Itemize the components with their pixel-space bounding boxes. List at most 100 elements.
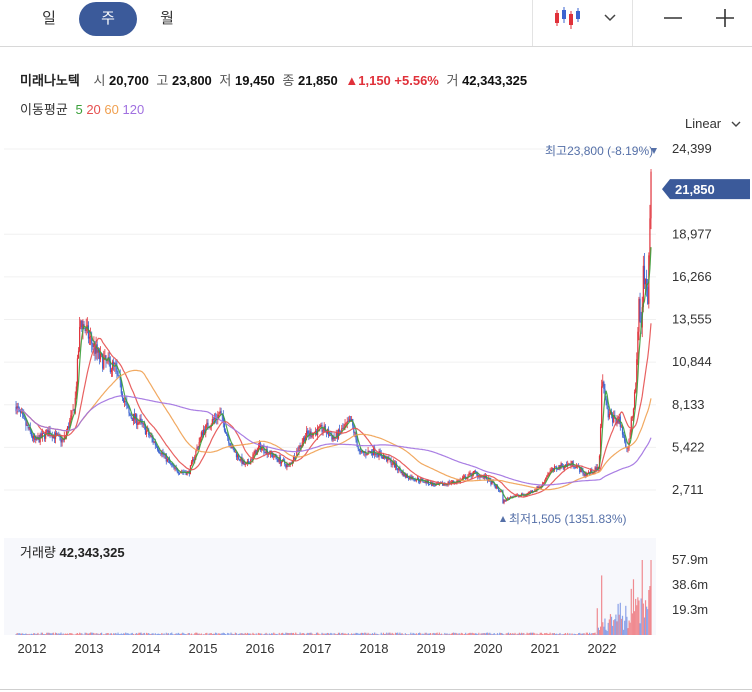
candle-body xyxy=(155,445,158,447)
candle-body xyxy=(466,478,468,480)
ma-20[interactable]: 20 xyxy=(86,102,101,117)
candle-body xyxy=(215,418,217,420)
candle-body xyxy=(170,462,172,464)
ma-5[interactable]: 5 xyxy=(75,102,83,117)
candle-body xyxy=(313,432,315,434)
chart-type-button[interactable] xyxy=(545,0,589,36)
volume-bar xyxy=(640,598,642,635)
ma-120[interactable]: 120 xyxy=(122,102,145,117)
volume-bar xyxy=(597,627,599,635)
volume-bar xyxy=(495,634,497,635)
y-tick-label: 13,555 xyxy=(672,312,712,327)
volume-bar xyxy=(406,634,409,635)
tab-monthly[interactable]: 월 xyxy=(160,10,174,27)
chart-type-dropdown[interactable] xyxy=(596,0,624,36)
volume-bar xyxy=(503,634,505,635)
volume-bar xyxy=(491,634,493,635)
ma-60[interactable]: 60 xyxy=(104,102,119,117)
price-chart[interactable]: 24,399 18,977 16,266 13,555 10,844 8,133 5,422… xyxy=(0,130,752,660)
volume-bar xyxy=(57,633,59,635)
candle-body xyxy=(387,456,389,462)
candle-body xyxy=(408,477,410,480)
volume-bar xyxy=(103,634,105,635)
volume-bar xyxy=(302,633,304,635)
volume-bar xyxy=(247,633,250,635)
volume-bar xyxy=(358,633,360,635)
candle-body xyxy=(293,455,296,459)
volume-bar xyxy=(522,633,524,635)
volume-bar xyxy=(580,633,582,635)
volume-bar xyxy=(37,632,39,635)
candle-body xyxy=(90,336,92,338)
volume-bar xyxy=(457,634,459,635)
candle-body xyxy=(371,452,374,455)
candle-body xyxy=(424,480,426,483)
zoom-in-button[interactable] xyxy=(707,0,743,36)
volume-bar xyxy=(336,634,338,635)
candle-body xyxy=(393,461,395,468)
volume-bar xyxy=(585,632,587,635)
candle-body xyxy=(470,473,472,477)
tab-daily[interactable]: 일 xyxy=(42,10,56,27)
candle-body xyxy=(474,471,477,473)
volume-bar xyxy=(423,634,425,635)
candle-body xyxy=(91,336,93,344)
volume-bar xyxy=(357,633,359,635)
volume-bar xyxy=(142,633,144,635)
volume-bar xyxy=(126,633,128,635)
volume-bar xyxy=(619,602,621,635)
candle-body xyxy=(527,493,529,495)
y-tick-label: 5,422 xyxy=(672,439,705,454)
scale-dropdown[interactable]: Linear xyxy=(685,116,741,131)
candle-body xyxy=(505,498,507,502)
volume-bar xyxy=(258,633,261,635)
candle-body xyxy=(79,326,81,351)
close-value: 21,850 xyxy=(297,73,338,88)
candle-body xyxy=(549,471,551,474)
zoom-out-button[interactable] xyxy=(655,0,691,36)
volume-bar xyxy=(69,633,71,635)
x-tick-label: 2012 xyxy=(18,641,47,656)
volume-bar xyxy=(377,634,379,635)
volume-bar xyxy=(306,633,308,635)
volume-bar xyxy=(150,634,152,635)
volume-bar xyxy=(483,633,485,635)
candle-body xyxy=(507,498,510,500)
low-marker-icon xyxy=(500,516,506,522)
candle-body xyxy=(206,422,208,425)
volume-bar xyxy=(637,597,639,635)
volume-bar xyxy=(219,633,221,635)
candle-body xyxy=(333,437,335,439)
volume-bar xyxy=(323,633,325,635)
volume-bar xyxy=(490,633,492,635)
volume-bar xyxy=(313,634,315,635)
candle-body xyxy=(404,473,406,478)
volume-bar xyxy=(106,633,108,635)
tab-weekly[interactable]: 주 xyxy=(79,2,137,36)
volume-bar xyxy=(401,633,403,635)
volume-bar xyxy=(325,633,328,635)
volume-bar xyxy=(48,632,50,635)
volume-bar xyxy=(347,633,349,635)
candle-body xyxy=(61,439,63,443)
volume-bar xyxy=(202,634,205,635)
current-price-tag xyxy=(662,179,750,200)
volume-bar xyxy=(94,634,96,635)
volume-bar xyxy=(23,633,25,635)
volume-bar xyxy=(387,633,389,635)
y-tick-label: 16,266 xyxy=(672,269,712,284)
y-tick-label: 24,399 xyxy=(672,141,712,156)
volume-bar xyxy=(440,633,443,635)
candle-body xyxy=(575,465,578,468)
volume-bar xyxy=(589,632,591,635)
candle-body xyxy=(399,467,401,471)
candle-body xyxy=(579,466,581,473)
candle-body xyxy=(158,449,160,452)
volume-bar xyxy=(365,632,367,635)
volume-bar xyxy=(253,633,255,635)
volume-bar xyxy=(318,633,320,635)
volume-bar xyxy=(257,632,260,635)
candle-body xyxy=(311,435,313,437)
volume-bar xyxy=(270,633,273,635)
volume-bar xyxy=(451,632,454,635)
